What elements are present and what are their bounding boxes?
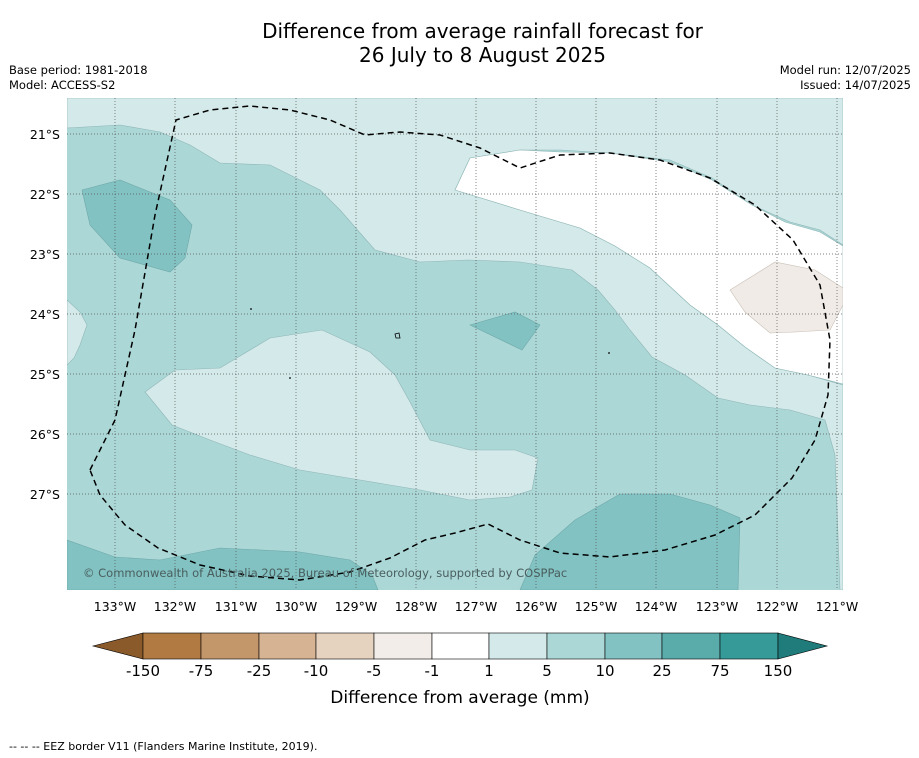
lon-label: 130°W [275,599,317,614]
colorbar-tick-label: 10 [595,662,614,680]
title-line-1: Difference from average rainfall forecas… [262,19,703,43]
meta-left: Base period: 1981-2018 Model: ACCESS-S2 [9,63,148,93]
colorbar-cell-2 [200,632,260,660]
colorbar-tick-label: -75 [189,662,214,680]
colorbar-tick-label: 25 [652,662,671,680]
islands [250,308,610,379]
issued-date: Issued: 14/07/2025 [800,78,911,92]
colorbar-tick-label: -150 [126,662,160,680]
lat-label: 24°S [30,307,60,322]
colorbar-cell-3 [258,632,317,660]
colorbar-tick-label: 75 [710,662,729,680]
colorbar-cell-8 [546,632,606,660]
band-10-25-southwest [67,539,379,590]
colorbar-tick-label: 1 [484,662,494,680]
lon-label: 132°W [154,599,196,614]
longitude-labels: 133°W 132°W 131°W 130°W 129°W 128°W 127°… [94,599,858,614]
map-title: Difference from average rainfall forecas… [0,19,919,67]
lat-label: 23°S [30,247,60,262]
model-run: Model run: 12/07/2025 [779,63,911,77]
colorbar-cell-7 [488,632,548,660]
colorbar-cell-4 [315,632,375,660]
colorbar-tick-label: -25 [247,662,272,680]
colorbar-cell-6 [431,632,490,660]
band-10-25-central [469,311,541,351]
title-line-2: 26 July to 8 August 2025 [359,43,606,67]
lon-label: 127°W [455,599,497,614]
meta-right: Model run: 12/07/2025 Issued: 14/07/2025 [780,63,911,93]
lon-label: 121°W [816,599,858,614]
eez-border [89,105,831,581]
colorbar-tick-label: -1 [425,662,440,680]
colorbar-cell-1 [142,632,202,660]
lon-label: 133°W [94,599,136,614]
band-neg5-neg1 [729,261,843,334]
lon-label: 128°W [395,599,437,614]
colorbar-cell-0 [91,632,144,660]
band-10-25-west [81,179,193,273]
lon-label: 124°W [635,599,677,614]
colorbar-tick-label: 5 [542,662,552,680]
colorbar-ticks: -150 -75 -25 -10 -5 -1 1 5 10 25 75 150 [126,662,792,680]
map-area: © Commonwealth of Australia 2025, Bureau… [67,98,843,590]
colorbar-tick-label: -5 [367,662,382,680]
colorbar-tick-label: -10 [304,662,329,680]
lat-label: 21°S [30,127,60,142]
colorbar-tick-label: 150 [764,662,793,680]
lat-label: 22°S [30,187,60,202]
lon-label: 126°W [515,599,557,614]
lat-label: 26°S [30,427,60,442]
gridlines [67,98,843,590]
lon-label: 131°W [215,599,257,614]
model-name: Model: ACCESS-S2 [9,78,116,92]
eez-footnote: -- -- -- EEZ border V11 (Flanders Marine… [9,740,318,753]
colorbar-cell-5 [373,632,433,660]
colorbar-cell-9 [604,632,663,660]
lon-label: 125°W [575,599,617,614]
latitude-labels: 21°S 22°S 23°S 24°S 25°S 26°S 27°S [30,127,60,502]
colorbar-cell-12 [777,632,829,660]
colorbar-cell-11 [719,632,779,660]
lat-label: 25°S [30,367,60,382]
lon-label: 129°W [335,599,377,614]
band-1-5-west [67,299,88,366]
colorbar-label: Difference from average (mm) [330,688,589,708]
base-period: Base period: 1981-2018 [9,63,148,77]
colorbar [91,632,829,660]
copyright-text: © Commonwealth of Australia 2025, Bureau… [83,566,567,580]
band-1-5-central [144,329,539,501]
lat-label: 27°S [30,487,60,502]
lon-label: 123°W [696,599,738,614]
lon-label: 122°W [756,599,798,614]
colorbar-cell-10 [661,632,721,660]
